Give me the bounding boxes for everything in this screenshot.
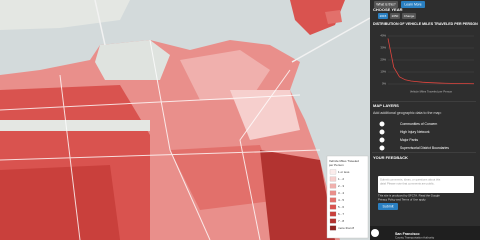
south-district	[170, 145, 280, 210]
legend-swatch	[329, 218, 337, 224]
org-name: County Transportation Authority	[395, 236, 435, 240]
legend-title: per Person	[329, 163, 344, 167]
year-option-label: 2015	[380, 14, 387, 18]
legend-label: more than 8	[338, 226, 354, 230]
year-option[interactable]	[402, 13, 416, 19]
legend-swatch	[329, 197, 337, 203]
year-option-label: Change	[404, 14, 415, 18]
year-option[interactable]	[390, 13, 400, 19]
road	[59, 74, 81, 240]
legend-label: 2 - 3	[338, 184, 344, 188]
feedback-input[interactable]	[378, 176, 474, 193]
southwest-district	[0, 165, 120, 240]
soma-district	[230, 90, 300, 140]
legend-label: 6 - 7	[338, 212, 344, 216]
roads	[0, 39, 321, 240]
year-option[interactable]	[378, 13, 388, 19]
legend-label: 5 - 6	[338, 205, 344, 209]
legend-label: 7 - 8	[338, 219, 344, 223]
feedback-heading: YOUR FEEDBACK	[373, 155, 408, 160]
year-heading: CHOOSE YEAR	[373, 7, 403, 12]
layers-description: Add additional geographic data to the ma…	[373, 111, 442, 115]
layer-toggle[interactable]	[379, 137, 385, 143]
header-button[interactable]	[374, 1, 398, 8]
layer-label: Major Parks	[400, 138, 418, 142]
legend-swatch	[329, 183, 337, 189]
feedback-note: Privacy Policy and Terms of Use apply.	[378, 197, 426, 201]
golden-gate-bridge	[94, 0, 106, 46]
header-button-label: Learn More	[404, 3, 421, 7]
legend-swatch	[329, 225, 337, 231]
feedback-placeholder: Submit comments, ideas, or questions abo…	[380, 178, 441, 182]
layer-toggle[interactable]	[379, 121, 385, 127]
layer-label: High Injury Network	[400, 130, 430, 134]
legend-label: 4 - 5	[338, 198, 344, 202]
year-option-label: 2050	[392, 14, 399, 18]
legend-label: 3 - 4	[338, 191, 344, 195]
road	[149, 39, 211, 240]
org-name: San Francisco	[395, 232, 420, 236]
road	[0, 94, 301, 111]
legend-swatch	[329, 176, 337, 182]
distribution-line	[387, 38, 475, 85]
layer-toggle[interactable]	[379, 145, 385, 151]
treasure-island	[325, 10, 342, 24]
layers-heading: MAP LAYERS	[373, 103, 399, 108]
marin-land	[0, 0, 130, 30]
legend-swatch	[329, 211, 337, 217]
y-tick-label: 20%	[380, 58, 386, 62]
layer-label: Communities of Concern	[400, 122, 437, 126]
presidio	[95, 40, 170, 80]
logo	[371, 229, 379, 237]
legend-label: 1 or less	[338, 170, 350, 174]
legend-swatch	[329, 190, 337, 196]
road	[0, 149, 321, 161]
legend-swatch	[329, 204, 337, 210]
y-tick-label: 30%	[380, 46, 386, 50]
y-tick-label: 10%	[380, 70, 386, 74]
submit-label: Submit	[383, 205, 394, 209]
feedback-note: This site is produced by SFCTA. Read the…	[378, 194, 440, 198]
distribution-heading: DISTRIBUTION OF VEHICLE MILES TRAVELED P…	[373, 22, 478, 26]
y-tick-label: 0%	[382, 82, 387, 86]
downtown-district	[180, 50, 270, 100]
footer-bar	[370, 226, 480, 240]
x-axis-label: Vehicle Miles Traveled per Person	[410, 90, 453, 94]
southeast-district	[260, 150, 335, 240]
submit-button[interactable]	[378, 203, 398, 210]
marin-district	[290, 0, 345, 35]
y-tick-label: 40%	[380, 34, 386, 38]
feedback-placeholder: data! Please note that comments are publ…	[380, 182, 435, 186]
layer-toggle[interactable]	[379, 129, 385, 135]
legend-label: 1 - 2	[338, 177, 344, 181]
header-button[interactable]	[401, 1, 425, 8]
bay-bridge	[291, 17, 371, 63]
layer-label: Supervisorial District Boundaries	[400, 146, 449, 150]
road	[239, 69, 291, 240]
legend-swatch	[329, 169, 337, 175]
golden-gate-park	[0, 120, 150, 131]
map[interactable]	[0, 0, 371, 240]
header-button-label: What is this?	[376, 3, 396, 7]
legend-title: Vehicle Miles Traveled	[329, 159, 359, 163]
